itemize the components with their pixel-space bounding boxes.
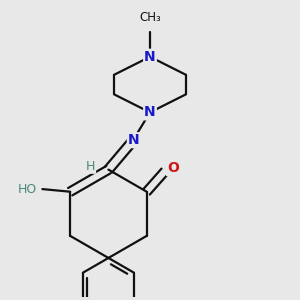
Text: N: N: [128, 133, 140, 147]
Text: O: O: [167, 161, 179, 175]
Text: H: H: [86, 160, 95, 173]
Text: HO: HO: [18, 183, 37, 196]
Text: CH₃: CH₃: [139, 11, 161, 24]
Text: N: N: [144, 105, 156, 119]
Text: N: N: [144, 50, 156, 64]
